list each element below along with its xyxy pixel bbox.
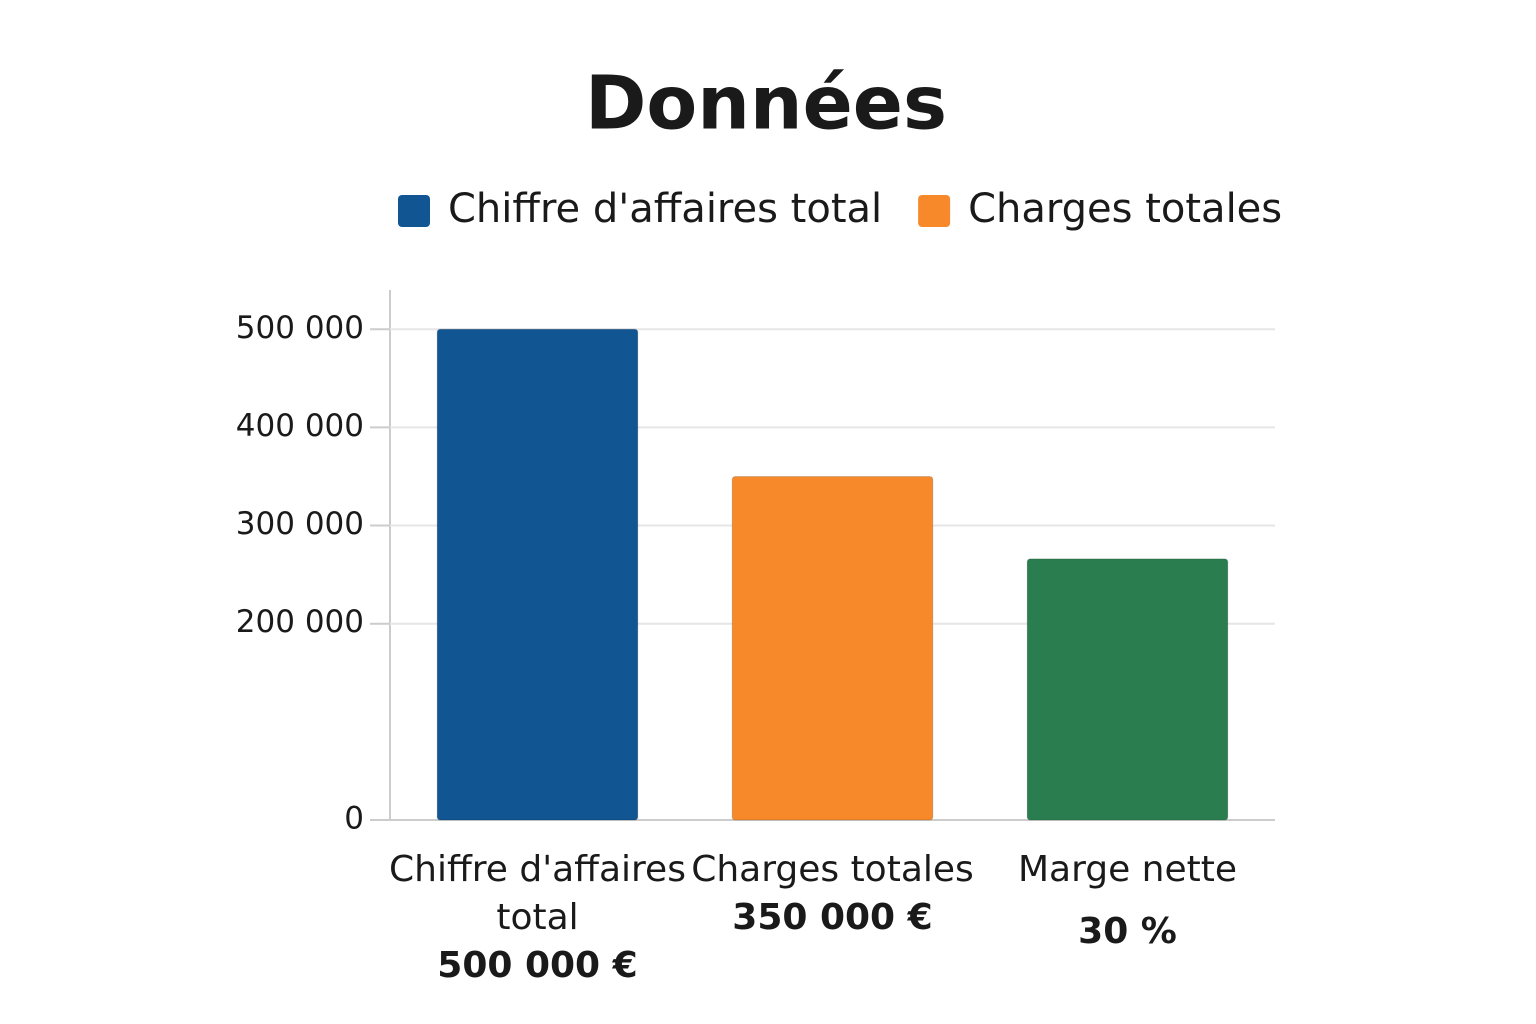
y-tick-label: 300 000 [236, 506, 364, 542]
x-tick-label: Chiffre d'affaires total [389, 849, 686, 938]
y-tick-label: 200 000 [236, 604, 364, 640]
x-tick-label-group: Charges totales 350 000 € [683, 846, 983, 942]
annotation: 30 % [1078, 911, 1177, 952]
value-label: 350 000 € [732, 897, 933, 938]
bar [731, 475, 934, 821]
y-tick-label: 500 000 [236, 310, 364, 346]
bar [436, 328, 639, 821]
value-label: 500 000 € [437, 945, 638, 986]
x-tick-label-group: Chiffre d'affaires total 500 000 € [388, 846, 688, 990]
x-tick-label-group: Marge nette 30 % [978, 846, 1278, 956]
chart-title: Données [585, 61, 947, 147]
x-tick-label: Marge nette [1017, 849, 1238, 890]
y-tick-label: 400 000 [236, 408, 364, 444]
legend-label: Charges totales [968, 186, 1282, 232]
y-tick-label: 0 [344, 801, 364, 837]
legend-swatch [398, 195, 430, 227]
x-tick-label: Charges totales [691, 849, 974, 890]
legend-label: Chiffre d'affaires total [448, 186, 882, 232]
bar [1026, 558, 1229, 821]
legend-swatch [918, 195, 951, 227]
